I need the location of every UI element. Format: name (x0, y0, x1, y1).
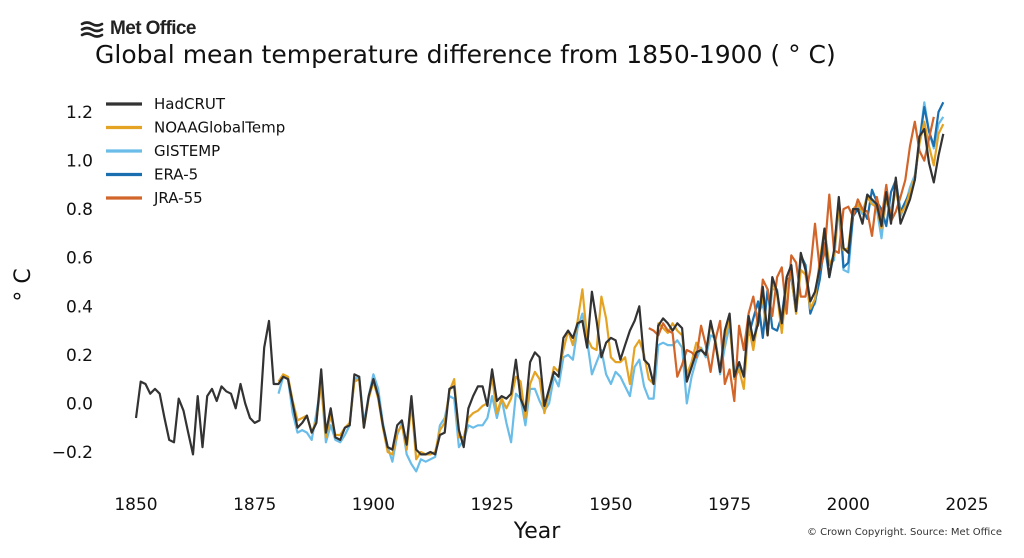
x-axis-label: Year (513, 519, 562, 544)
met-office-logo: Met Office (80, 18, 196, 40)
y-tick-label: 0.6 (66, 249, 93, 269)
x-tick-label: 1925 (471, 495, 514, 515)
legend-label: NOAAGlobalTemp (154, 119, 285, 137)
copyright-credit: © Crown Copyright. Source: Met Office (806, 527, 1002, 538)
x-axis: 1850 1875 1900 1925 1950 1975 2000 2025 (114, 495, 988, 515)
chart-title: Global mean temperature difference from … (95, 40, 836, 69)
y-tick-label: 0.0 (66, 394, 93, 414)
x-tick-label: 1875 (233, 495, 276, 515)
x-tick-label: 1900 (352, 495, 395, 515)
met-office-wave-icon (80, 21, 104, 38)
logo-text: Met Office (110, 18, 196, 39)
x-tick-label: 1975 (708, 495, 751, 515)
y-tick-label: 1.2 (66, 103, 93, 123)
y-axis-label: ° C (11, 268, 36, 301)
plot-area (134, 101, 945, 473)
y-tick-label: 1.0 (66, 152, 93, 172)
x-tick-label: 2000 (827, 495, 870, 515)
legend-label: GISTEMP (154, 142, 220, 160)
series-line-hadcrut (134, 127, 945, 456)
series-line-noaaglobaltemp (277, 120, 945, 461)
legend: HadCRUT NOAAGlobalTemp GISTEMP ERA-5 JRA-55 (106, 95, 285, 207)
legend-label: ERA-5 (154, 166, 198, 184)
legend-label: HadCRUT (154, 95, 226, 113)
x-tick-label: 1850 (114, 495, 157, 515)
x-tick-label: 2025 (945, 495, 988, 515)
y-axis: −0.2 0.0 0.2 0.4 0.6 0.8 1.0 1.2 (52, 103, 93, 463)
legend-label: JRA-55 (153, 189, 203, 207)
y-tick-label: 0.2 (66, 346, 93, 366)
x-tick-label: 1950 (589, 495, 632, 515)
series-line-jra-55 (648, 116, 935, 403)
y-tick-label: −0.2 (52, 443, 93, 463)
series-line-gistemp (277, 101, 945, 473)
y-tick-label: 0.4 (66, 297, 93, 317)
y-tick-label: 0.8 (66, 200, 93, 220)
